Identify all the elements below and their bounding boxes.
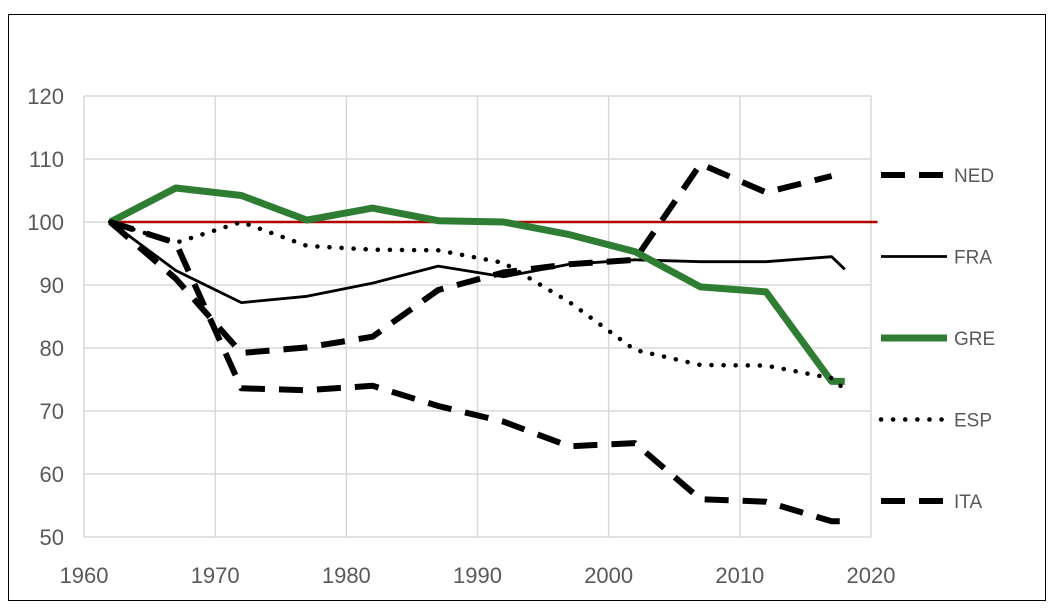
series-line-ned bbox=[108, 161, 833, 356]
x-tick-label: 2000 bbox=[584, 563, 633, 588]
legend-label-esp: ESP bbox=[954, 411, 992, 432]
series-line-gre bbox=[108, 184, 845, 385]
legend-label-fra: FRA bbox=[954, 248, 992, 269]
line-chart: 50 60 70 80 90 100 110 120 1960 1970 1980 1990 2000… bbox=[27, 84, 995, 588]
series-line-ita bbox=[109, 219, 845, 525]
y-tick-label: 70 bbox=[40, 399, 64, 424]
y-tick-label: 90 bbox=[40, 273, 64, 298]
y-tick-label: 80 bbox=[40, 336, 64, 361]
x-axis-ticks: 1960 1970 1980 1990 2000 2010 2020 bbox=[60, 563, 896, 588]
y-tick-label: 60 bbox=[40, 462, 64, 487]
legend-label-ita: ITA bbox=[954, 492, 982, 513]
y-tick-label: 50 bbox=[40, 525, 64, 550]
chart-frame: 50 60 70 80 90 100 110 120 1960 1970 1980 1990 2000… bbox=[8, 14, 1046, 601]
y-tick-label: 100 bbox=[27, 210, 64, 235]
series-lines bbox=[107, 161, 848, 525]
x-tick-label: 1990 bbox=[453, 563, 502, 588]
grid bbox=[83, 95, 872, 538]
series-line-fra bbox=[109, 220, 846, 304]
x-tick-label: 2010 bbox=[715, 563, 764, 588]
y-axis-ticks: 50 60 70 80 90 100 110 120 bbox=[27, 84, 64, 550]
legend-label-gre: GRE bbox=[954, 329, 995, 350]
legend: NED FRA GRE ESP ITA bbox=[878, 166, 995, 513]
x-tick-label: 2020 bbox=[847, 563, 896, 588]
y-tick-label: 120 bbox=[27, 84, 64, 109]
x-tick-label: 1960 bbox=[60, 563, 109, 588]
x-tick-label: 1970 bbox=[191, 563, 240, 588]
y-tick-label: 110 bbox=[29, 147, 64, 172]
x-tick-label: 1980 bbox=[322, 563, 371, 588]
legend-label-ned: NED bbox=[954, 166, 994, 187]
